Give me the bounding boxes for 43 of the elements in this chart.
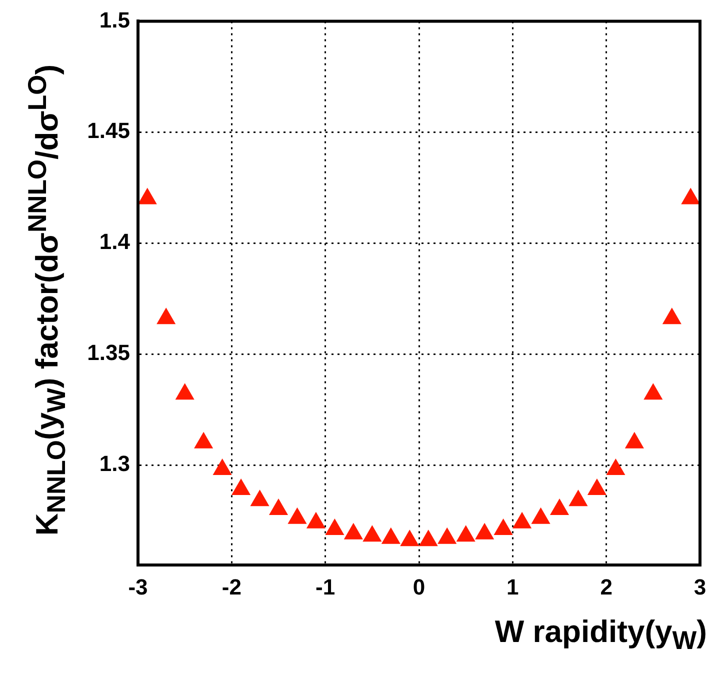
y-tick-label: 1.45 bbox=[87, 118, 130, 144]
point bbox=[494, 518, 512, 535]
point bbox=[344, 523, 363, 540]
point bbox=[306, 512, 326, 528]
point bbox=[438, 528, 456, 544]
y-tick-label: 1.3 bbox=[99, 451, 130, 476]
point bbox=[569, 490, 588, 506]
point bbox=[138, 188, 157, 204]
point bbox=[250, 490, 269, 506]
point bbox=[475, 523, 494, 540]
x-axis-title: W rapidity(y$_{W}$) bbox=[494, 614, 707, 656]
point bbox=[662, 308, 682, 324]
point bbox=[681, 188, 700, 204]
y-tick-label: 1.5 bbox=[99, 7, 130, 32]
point bbox=[213, 459, 232, 476]
x-tick-label: 1 bbox=[506, 574, 519, 600]
point bbox=[625, 432, 644, 448]
point bbox=[512, 512, 532, 528]
y-tick-label: 1.4 bbox=[99, 229, 131, 254]
point bbox=[269, 499, 288, 516]
point bbox=[532, 508, 550, 524]
point bbox=[456, 526, 475, 542]
point bbox=[644, 384, 662, 400]
point bbox=[363, 526, 382, 542]
x-tick-label: -2 bbox=[222, 574, 242, 600]
point bbox=[588, 479, 606, 496]
point bbox=[176, 384, 194, 400]
x-tick-label: -3 bbox=[128, 574, 148, 600]
point bbox=[400, 530, 419, 546]
y-tick-label: 1.35 bbox=[87, 340, 130, 366]
point bbox=[382, 528, 400, 544]
point bbox=[232, 479, 250, 496]
point bbox=[606, 459, 625, 476]
point bbox=[419, 530, 438, 546]
x-tick-label: -1 bbox=[316, 574, 336, 600]
point bbox=[194, 432, 213, 448]
x-tick-label: 3 bbox=[694, 574, 706, 600]
point bbox=[326, 518, 344, 535]
point bbox=[288, 508, 306, 524]
x-tick-label: 2 bbox=[600, 574, 612, 600]
point bbox=[156, 308, 176, 324]
point bbox=[550, 499, 569, 516]
x-tick-label: 0 bbox=[412, 574, 426, 600]
